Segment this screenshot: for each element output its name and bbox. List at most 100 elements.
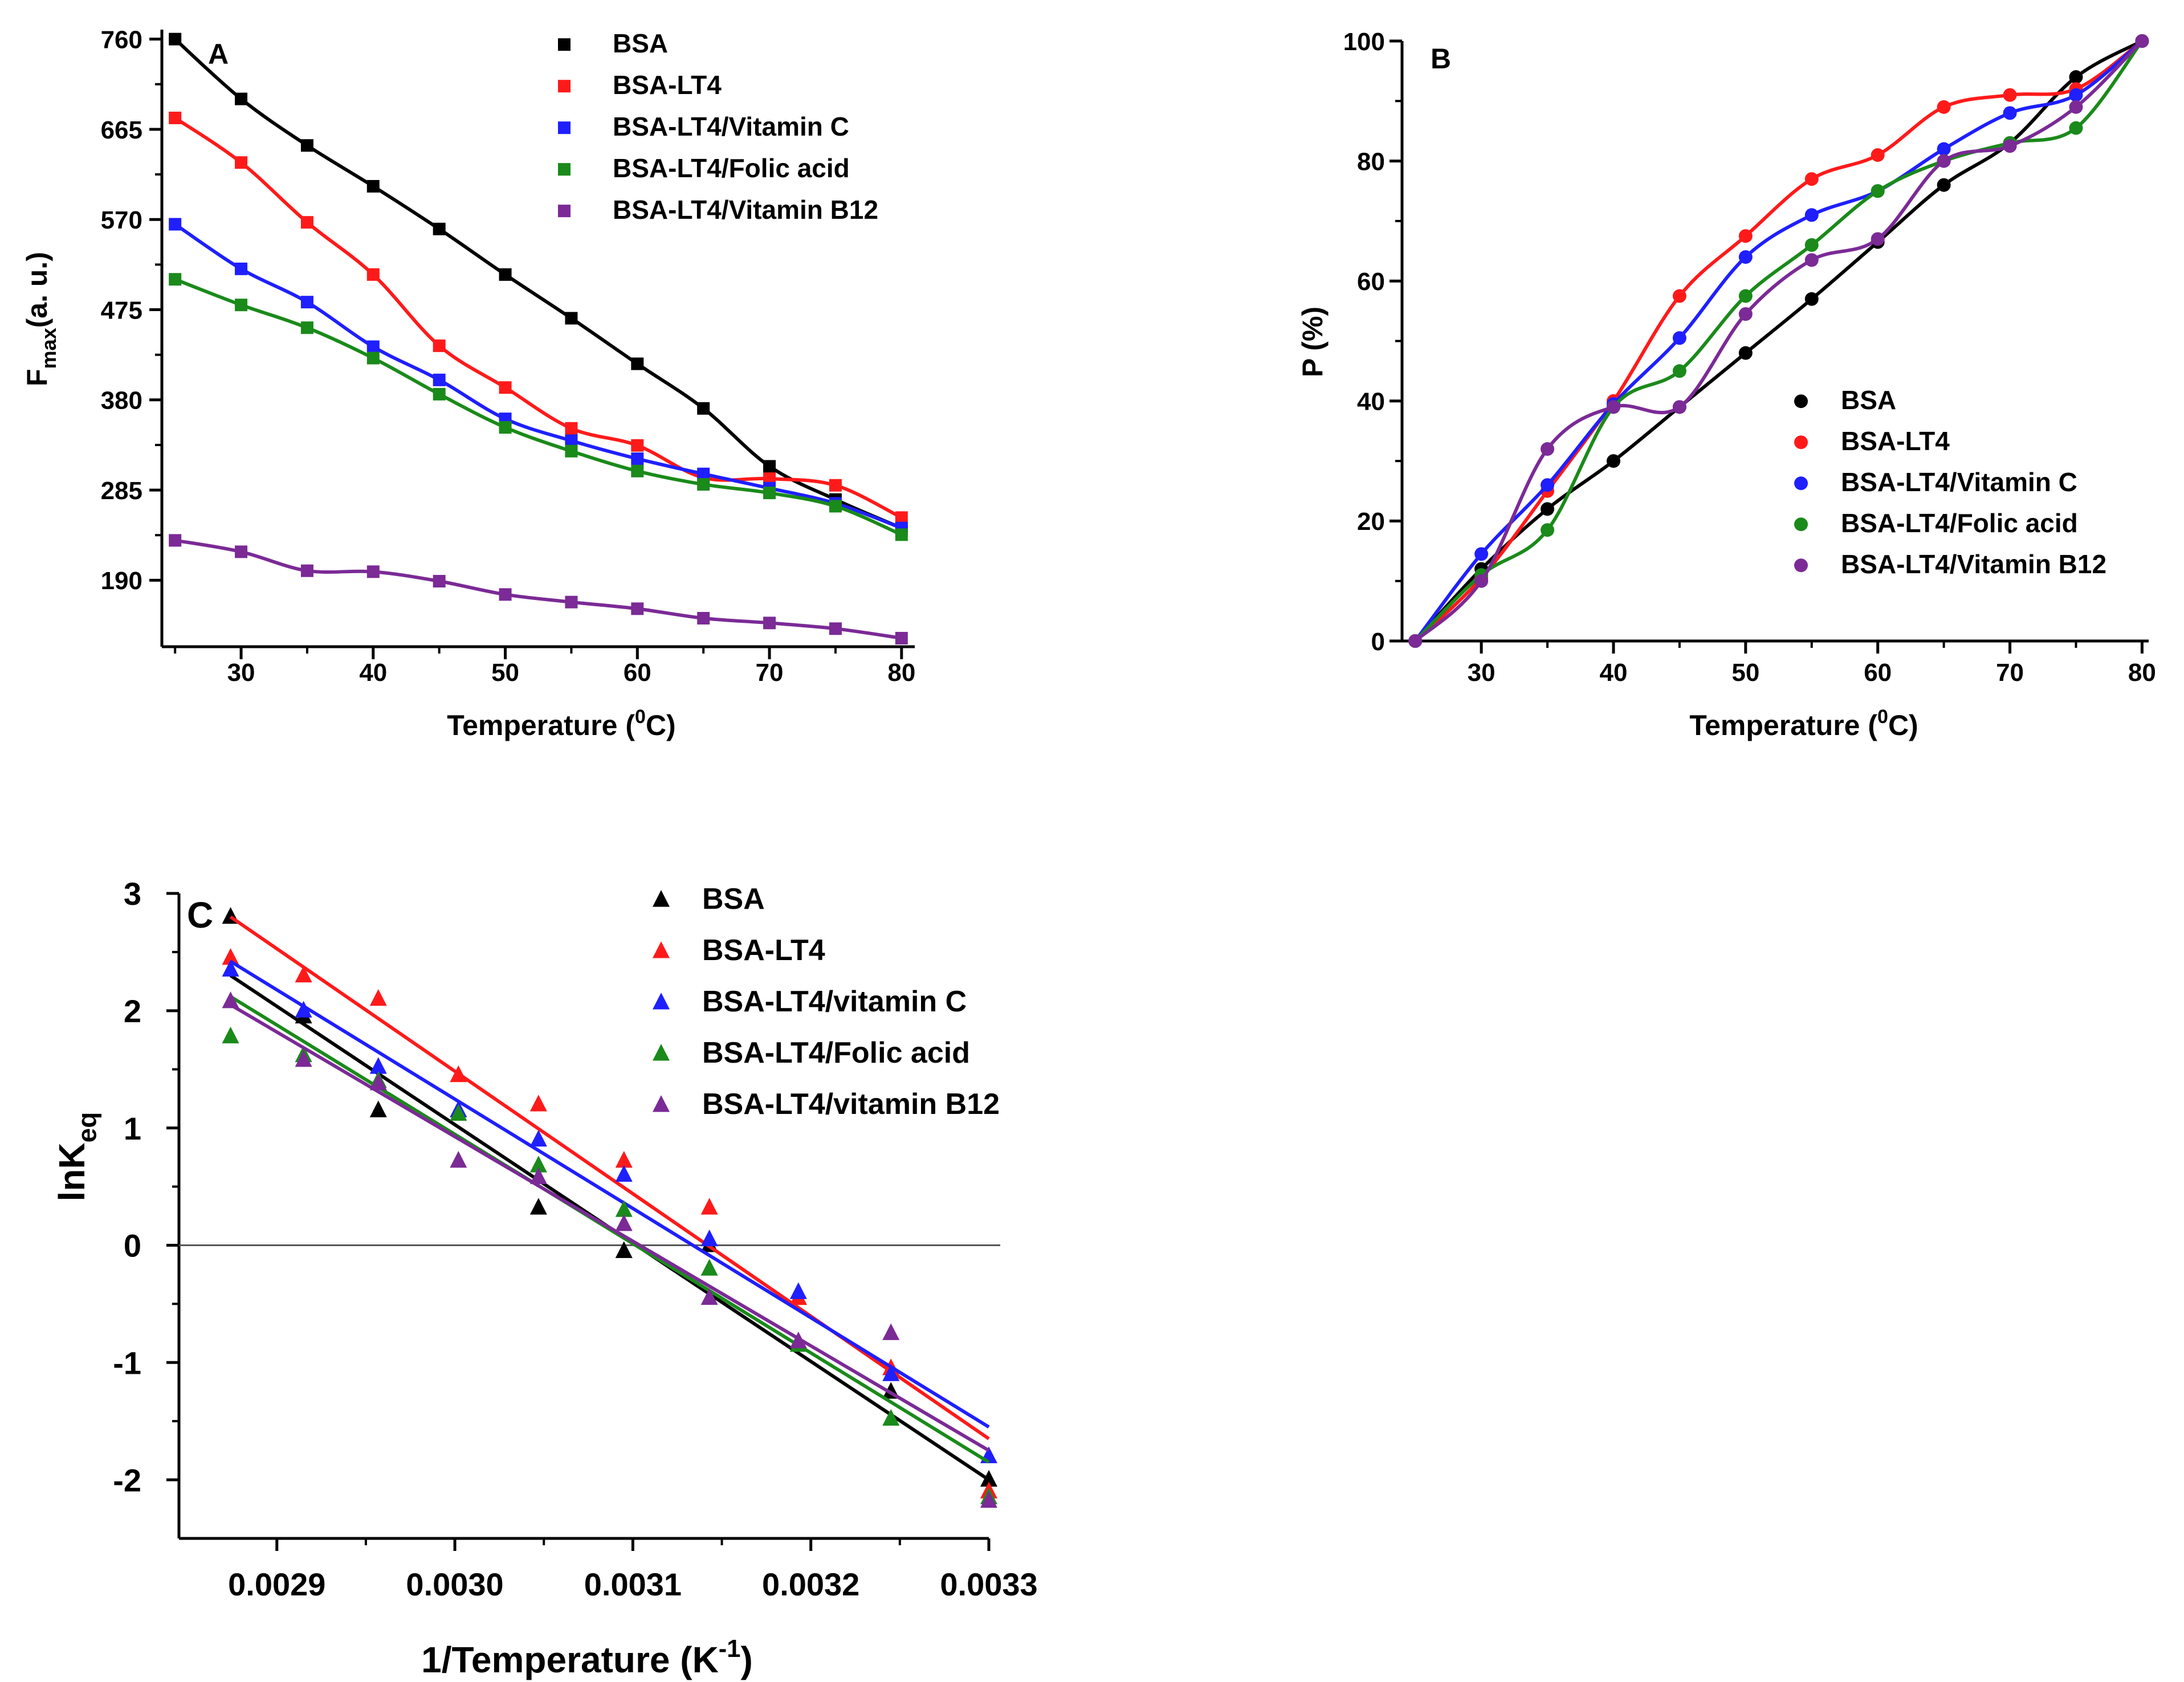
legend-label: BSA-LT4/Vitamin C — [613, 112, 849, 141]
y-tick-label: 100 — [1343, 28, 1385, 56]
x-axis-label-text: Temperature ( — [1689, 709, 1877, 741]
data-point — [882, 1323, 900, 1340]
panel-letter: B — [1431, 43, 1451, 75]
data-point — [366, 179, 380, 193]
data-point — [295, 965, 312, 983]
data-point — [499, 381, 512, 394]
x-axis-label-sup: 0 — [635, 706, 646, 728]
x-tick-label: 70 — [1996, 659, 2024, 687]
data-point — [980, 1469, 997, 1487]
data-point — [1937, 154, 1951, 168]
data-point — [631, 464, 644, 477]
data-point — [615, 1151, 633, 1168]
data-point — [2069, 121, 2083, 135]
data-point — [222, 991, 239, 1009]
legend-label: BSA-LT4/Folic acid — [1841, 508, 2078, 538]
y-axis-label: Fmax(a. u.) — [21, 252, 60, 386]
data-point — [700, 1288, 718, 1305]
legend-label: BSA-LT4/vitamin C — [702, 985, 967, 1018]
legend-marker — [1794, 476, 1808, 491]
data-point — [450, 1104, 467, 1121]
x-tick-label: 80 — [2128, 659, 2156, 687]
chart-panel-a: 190 285 380 475 570 665 760 30 40 50 60 70 80 Tempera… — [21, 26, 915, 741]
x-tick-label: 50 — [491, 659, 519, 687]
data-point — [369, 1057, 387, 1074]
data-point — [565, 422, 578, 435]
data-point — [235, 262, 248, 275]
legend-label: BSA-LT4/Folic acid — [613, 153, 850, 183]
x-axis-label-suffix: C) — [1888, 709, 1918, 741]
series-bsa-lt4-vitamin-b12 — [169, 534, 908, 645]
chart-panel-c: -2 -1 0 1 2 3 0.0029 0.0030 0.0031 0.0032 0.0033 1/… — [51, 876, 1038, 1680]
data-point — [433, 373, 446, 386]
data-point — [366, 340, 380, 353]
data-point — [829, 479, 842, 492]
data-point — [433, 339, 446, 352]
panel-letter: C — [187, 895, 213, 936]
y-tick-label: 60 — [1357, 268, 1385, 296]
data-point — [565, 434, 578, 447]
legend-label: BSA — [1841, 385, 1896, 415]
data-point — [169, 111, 182, 124]
legend-label: BSA-LT4 — [613, 70, 722, 100]
data-point — [2003, 88, 2017, 102]
data-point — [433, 575, 446, 588]
x-axis-label: 1/Temperature (K-1) — [421, 1635, 753, 1680]
data-point — [300, 139, 313, 152]
data-point — [450, 1065, 467, 1083]
data-point — [1541, 523, 1555, 537]
y-tick-label: 3 — [124, 876, 141, 912]
data-point — [1937, 178, 1951, 192]
x-axis-label: Temperature (0C) — [447, 706, 675, 741]
data-point — [1606, 400, 1620, 414]
data-point — [700, 1259, 718, 1276]
y-axis-label-text: F — [21, 369, 53, 386]
legend-label: BSA-LT4/vitamin B12 — [702, 1088, 1000, 1121]
data-point — [1606, 454, 1620, 468]
series-bsa-lt4-folic-acid — [169, 273, 908, 541]
data-point — [295, 1050, 312, 1067]
data-point — [631, 602, 644, 615]
x-tick-label: 0.0033 — [940, 1566, 1037, 1602]
y-axis-label-sub: eq — [72, 1112, 101, 1143]
data-point — [565, 595, 578, 609]
x-axis-label-suffix: ) — [741, 1639, 753, 1680]
data-point — [433, 222, 446, 235]
y-tick-label: 40 — [1357, 388, 1385, 416]
data-point — [895, 511, 908, 524]
data-point — [300, 564, 313, 577]
x-tick-label: 0.0031 — [584, 1566, 682, 1602]
data-point — [631, 439, 644, 452]
legend-marker — [558, 205, 571, 218]
data-point — [763, 617, 776, 630]
data-point — [2003, 139, 2017, 153]
legend-label: BSA-LT4 — [702, 934, 825, 967]
y-tick-label: 285 — [101, 477, 142, 505]
x-tick-label: 40 — [359, 659, 387, 687]
legend-label: BSA — [702, 883, 765, 916]
legend-marker — [1794, 517, 1808, 532]
y-tick-label: -2 — [113, 1462, 141, 1498]
data-point — [697, 467, 710, 480]
data-point — [369, 1100, 387, 1117]
fit-line — [229, 915, 990, 1440]
data-point — [882, 1364, 900, 1381]
data-point — [615, 1165, 633, 1182]
y-axis-label-suffix: (a. u.) — [21, 252, 53, 328]
x-tick-label: 30 — [227, 659, 255, 687]
y-axis-label-sub: max — [37, 328, 60, 369]
data-point — [169, 218, 182, 231]
data-point — [1804, 208, 1819, 222]
data-point — [366, 268, 380, 281]
y-axis-label-text: lnK — [51, 1142, 92, 1201]
x-tick-label: 60 — [1864, 659, 1892, 687]
data-point — [1871, 232, 1885, 246]
series-bsa — [169, 32, 908, 534]
data-point — [697, 478, 710, 491]
data-point — [529, 1129, 547, 1147]
y-tick-label: -1 — [113, 1345, 141, 1381]
data-point — [615, 1214, 633, 1231]
legend-label: BSA-LT4/Vitamin B12 — [613, 195, 878, 224]
data-point — [1672, 400, 1686, 414]
series-bsa-lt4-vitamin-b12 — [222, 991, 997, 1508]
